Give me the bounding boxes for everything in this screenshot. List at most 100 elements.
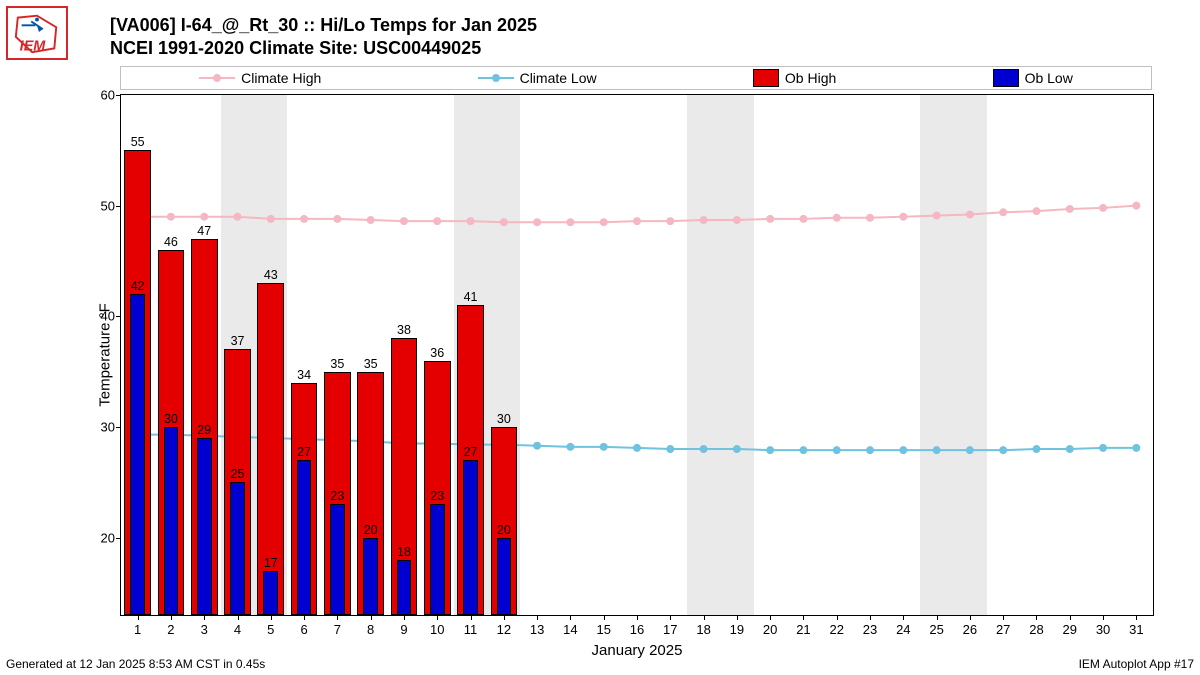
x-tick-label: 6 bbox=[300, 622, 307, 637]
climate-high-marker bbox=[467, 217, 475, 225]
x-tick-label: 29 bbox=[1063, 622, 1077, 637]
x-tick bbox=[903, 615, 904, 620]
climate-high-marker bbox=[600, 218, 608, 226]
x-tick bbox=[371, 615, 372, 620]
bar-value-label: 41 bbox=[464, 290, 478, 304]
climate-low-marker bbox=[600, 443, 608, 451]
legend-swatch bbox=[753, 69, 779, 87]
climate-high-marker bbox=[733, 216, 741, 224]
bar-value-label: 20 bbox=[364, 523, 378, 537]
legend-label: Ob Low bbox=[1025, 70, 1073, 86]
ob-low-bar bbox=[230, 482, 245, 615]
x-tick bbox=[337, 615, 338, 620]
iem-logo-svg: IEM bbox=[8, 8, 66, 58]
x-tick-label: 16 bbox=[630, 622, 644, 637]
x-tick-label: 11 bbox=[464, 622, 478, 637]
x-tick bbox=[1036, 615, 1037, 620]
climate-high-marker bbox=[1099, 204, 1107, 212]
bar-value-label: 47 bbox=[197, 224, 211, 238]
x-tick-label: 20 bbox=[763, 622, 777, 637]
x-tick-label: 15 bbox=[596, 622, 610, 637]
climate-low-marker bbox=[1066, 445, 1074, 453]
legend-item: Ob High bbox=[753, 69, 836, 87]
svg-text:IEM: IEM bbox=[20, 38, 47, 54]
y-tick-label: 20 bbox=[87, 530, 115, 545]
climate-low-marker bbox=[899, 446, 907, 454]
x-tick bbox=[870, 615, 871, 620]
ob-low-bar bbox=[197, 438, 212, 615]
bar-value-label: 23 bbox=[330, 489, 344, 503]
y-tick-label: 60 bbox=[87, 88, 115, 103]
legend-line-marker bbox=[478, 77, 514, 79]
climate-low-marker bbox=[1032, 445, 1040, 453]
legend-item: Ob Low bbox=[993, 69, 1073, 87]
y-tick bbox=[116, 427, 121, 428]
y-tick-label: 50 bbox=[87, 198, 115, 213]
climate-high-marker bbox=[333, 215, 341, 223]
climate-high-marker bbox=[966, 210, 974, 218]
legend-label: Climate High bbox=[241, 70, 321, 86]
legend-item: Climate Low bbox=[478, 70, 597, 86]
x-tick bbox=[737, 615, 738, 620]
x-tick-label: 28 bbox=[1029, 622, 1043, 637]
climate-high-marker bbox=[766, 215, 774, 223]
x-tick bbox=[204, 615, 205, 620]
y-tick bbox=[116, 206, 121, 207]
climate-low-marker bbox=[633, 444, 641, 452]
x-tick bbox=[637, 615, 638, 620]
bar-value-label: 20 bbox=[497, 523, 511, 537]
climate-low-marker bbox=[533, 442, 541, 450]
x-tick-label: 7 bbox=[334, 622, 341, 637]
legend-label: Climate Low bbox=[520, 70, 597, 86]
x-tick-label: 21 bbox=[796, 622, 810, 637]
climate-high-marker bbox=[234, 213, 242, 221]
y-tick-label: 40 bbox=[87, 309, 115, 324]
ob-low-bar bbox=[363, 538, 378, 615]
x-tick bbox=[138, 615, 139, 620]
x-tick bbox=[404, 615, 405, 620]
bar-value-label: 25 bbox=[231, 467, 245, 481]
ob-low-bar bbox=[430, 504, 445, 615]
x-tick-label: 25 bbox=[929, 622, 943, 637]
climate-low-marker bbox=[1132, 444, 1140, 452]
ob-low-bar bbox=[130, 294, 145, 615]
bar-value-label: 38 bbox=[397, 323, 411, 337]
y-tick bbox=[116, 316, 121, 317]
climate-high-marker bbox=[300, 215, 308, 223]
x-tick-label: 17 bbox=[663, 622, 677, 637]
x-tick-label: 18 bbox=[696, 622, 710, 637]
x-tick-label: 24 bbox=[896, 622, 910, 637]
bar-value-label: 29 bbox=[197, 423, 211, 437]
x-tick bbox=[770, 615, 771, 620]
climate-low-marker bbox=[799, 446, 807, 454]
climate-high-marker bbox=[200, 213, 208, 221]
x-tick bbox=[1136, 615, 1137, 620]
bar-value-label: 30 bbox=[164, 412, 178, 426]
bar-value-label: 37 bbox=[231, 334, 245, 348]
x-tick-label: 26 bbox=[963, 622, 977, 637]
x-tick bbox=[570, 615, 571, 620]
climate-high-marker bbox=[367, 216, 375, 224]
y-tick-label: 30 bbox=[87, 419, 115, 434]
bar-value-label: 30 bbox=[497, 412, 511, 426]
x-tick-label: 31 bbox=[1129, 622, 1143, 637]
bar-value-label: 27 bbox=[297, 445, 311, 459]
ob-low-bar bbox=[297, 460, 312, 615]
x-tick bbox=[304, 615, 305, 620]
x-tick-label: 13 bbox=[530, 622, 544, 637]
climate-low-marker bbox=[999, 446, 1007, 454]
x-tick-label: 10 bbox=[430, 622, 444, 637]
footer-right: IEM Autoplot App #17 bbox=[1079, 657, 1194, 671]
x-tick-label: 22 bbox=[830, 622, 844, 637]
climate-low-marker bbox=[1099, 444, 1107, 452]
x-tick bbox=[1103, 615, 1104, 620]
x-tick-label: 12 bbox=[497, 622, 511, 637]
climate-high-marker bbox=[999, 208, 1007, 216]
footer-left: Generated at 12 Jan 2025 8:53 AM CST in … bbox=[6, 657, 265, 671]
bar-value-label: 27 bbox=[464, 445, 478, 459]
x-tick-label: 27 bbox=[996, 622, 1010, 637]
x-tick-label: 2 bbox=[167, 622, 174, 637]
climate-low-marker bbox=[733, 445, 741, 453]
x-tick bbox=[604, 615, 605, 620]
x-axis-label: January 2025 bbox=[592, 642, 683, 659]
